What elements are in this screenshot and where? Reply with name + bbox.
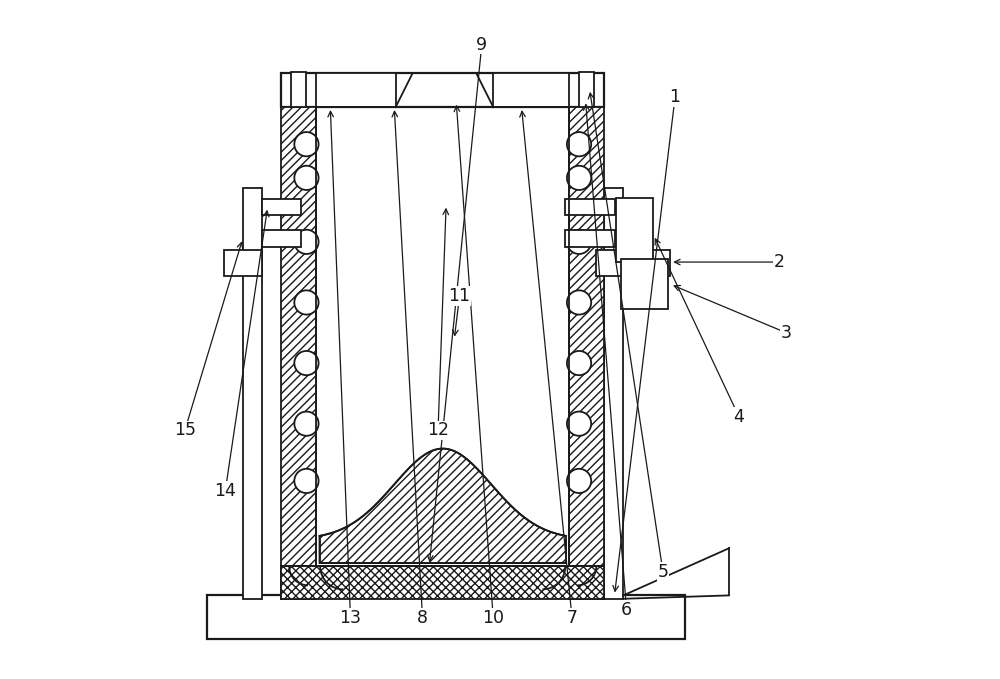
Text: 11: 11	[449, 287, 471, 305]
Text: 10: 10	[482, 609, 504, 627]
Bar	[243, 188, 262, 599]
Bar	[262, 230, 301, 246]
Circle shape	[567, 411, 591, 436]
Bar	[281, 73, 604, 107]
Text: 4: 4	[734, 408, 745, 426]
Text: 1: 1	[670, 88, 681, 106]
Circle shape	[567, 291, 591, 314]
Bar	[281, 107, 316, 599]
Circle shape	[294, 166, 319, 190]
Text: 12: 12	[427, 422, 449, 439]
Bar	[569, 107, 604, 599]
Circle shape	[294, 411, 319, 436]
Circle shape	[567, 230, 591, 254]
Circle shape	[567, 469, 591, 493]
Bar	[291, 72, 306, 107]
Bar	[616, 198, 653, 262]
Bar	[207, 595, 685, 639]
Circle shape	[294, 291, 319, 314]
Circle shape	[294, 132, 319, 156]
Circle shape	[294, 351, 319, 375]
Text: 5: 5	[657, 563, 668, 581]
Text: 2: 2	[774, 253, 785, 271]
Text: 9: 9	[476, 35, 487, 54]
Bar	[565, 230, 615, 246]
Text: 7: 7	[567, 609, 578, 627]
Text: 14: 14	[214, 482, 236, 500]
Text: 6: 6	[621, 601, 632, 619]
Polygon shape	[320, 449, 566, 563]
Bar	[262, 199, 301, 215]
Bar	[596, 250, 670, 276]
Text: 8: 8	[417, 609, 428, 627]
Bar	[604, 188, 623, 599]
Circle shape	[294, 469, 319, 493]
Bar	[224, 250, 262, 276]
Bar	[621, 259, 668, 309]
Circle shape	[567, 132, 591, 156]
Bar	[281, 566, 604, 599]
Bar	[316, 73, 396, 107]
Text: 15: 15	[174, 422, 196, 439]
Bar	[565, 199, 615, 215]
Circle shape	[567, 166, 591, 190]
Text: 13: 13	[339, 609, 361, 627]
Circle shape	[294, 230, 319, 254]
Text: 3: 3	[781, 324, 792, 342]
Circle shape	[567, 351, 591, 375]
Bar	[579, 72, 594, 107]
Bar	[493, 73, 569, 107]
